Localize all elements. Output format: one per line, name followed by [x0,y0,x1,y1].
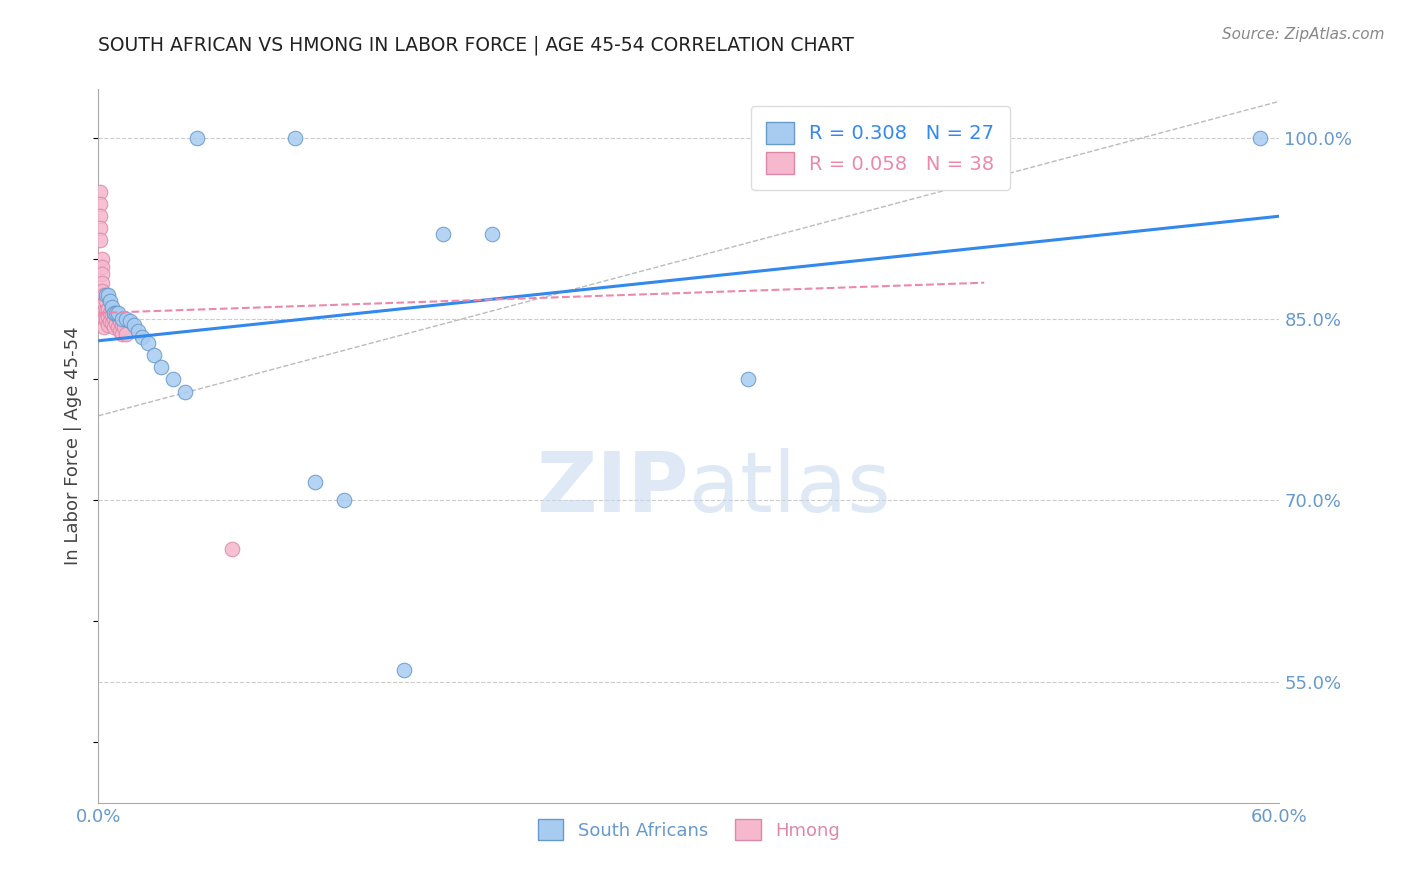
Point [481,227,503,242]
Y-axis label: In Labor Force | Age 45-54: In Labor Force | Age 45-54 [65,326,83,566]
Point [105,306,128,320]
Point [91,284,114,298]
Point [107,310,129,324]
Point [96,288,118,302]
Point [101,300,124,314]
Point [93,312,115,326]
Point [98,306,121,320]
Point [89,185,111,199]
Point [103,320,125,334]
Point [96,303,118,318]
Point [98,293,121,308]
Point [93,303,115,318]
Point [131,330,153,344]
Point [89,209,111,223]
Point [107,306,129,320]
Point [118,314,141,328]
Point [162,372,184,386]
Point [186,130,208,145]
Text: atlas: atlas [689,449,890,529]
Point [103,306,125,320]
Point [150,360,173,375]
Point [221,541,243,556]
Point [136,336,159,351]
Point [89,197,111,211]
Point [101,316,124,330]
Point [304,475,326,490]
Point [142,348,165,362]
Point [122,318,145,332]
Point [91,267,114,281]
Point [89,233,111,247]
Point [115,312,138,326]
Point [333,493,356,508]
Point [111,318,134,332]
Point [101,309,124,323]
Point [91,300,114,314]
Text: ZIP: ZIP [537,449,689,529]
Point [112,320,135,334]
Point [107,320,129,334]
Point [127,324,149,338]
Legend: South Africans, Hmong: South Africans, Hmong [531,812,846,847]
Point [96,312,118,326]
Point [97,288,120,302]
Text: SOUTH AFRICAN VS HMONG IN LABOR FORCE | AGE 45-54 CORRELATION CHART: SOUTH AFRICAN VS HMONG IN LABOR FORCE | … [98,36,855,55]
Point [105,316,128,330]
Point [97,310,120,324]
Text: Source: ZipAtlas.com: Source: ZipAtlas.com [1222,27,1385,42]
Point [98,314,121,328]
Point [108,324,131,338]
Point [103,312,125,326]
Point [174,384,197,399]
Point [111,326,134,341]
Point [93,320,115,334]
Point [392,663,415,677]
Point [115,326,138,341]
Point [89,221,111,235]
Point [284,130,307,145]
Point [97,302,120,317]
Point [91,276,114,290]
Point [1249,130,1271,145]
Point [737,372,759,386]
Point [93,288,115,302]
Point [91,260,114,274]
Point [93,296,115,310]
Point [432,227,454,242]
Point [108,314,131,328]
Point [97,318,120,332]
Point [96,293,118,308]
Point [111,312,134,326]
Point [91,252,114,266]
